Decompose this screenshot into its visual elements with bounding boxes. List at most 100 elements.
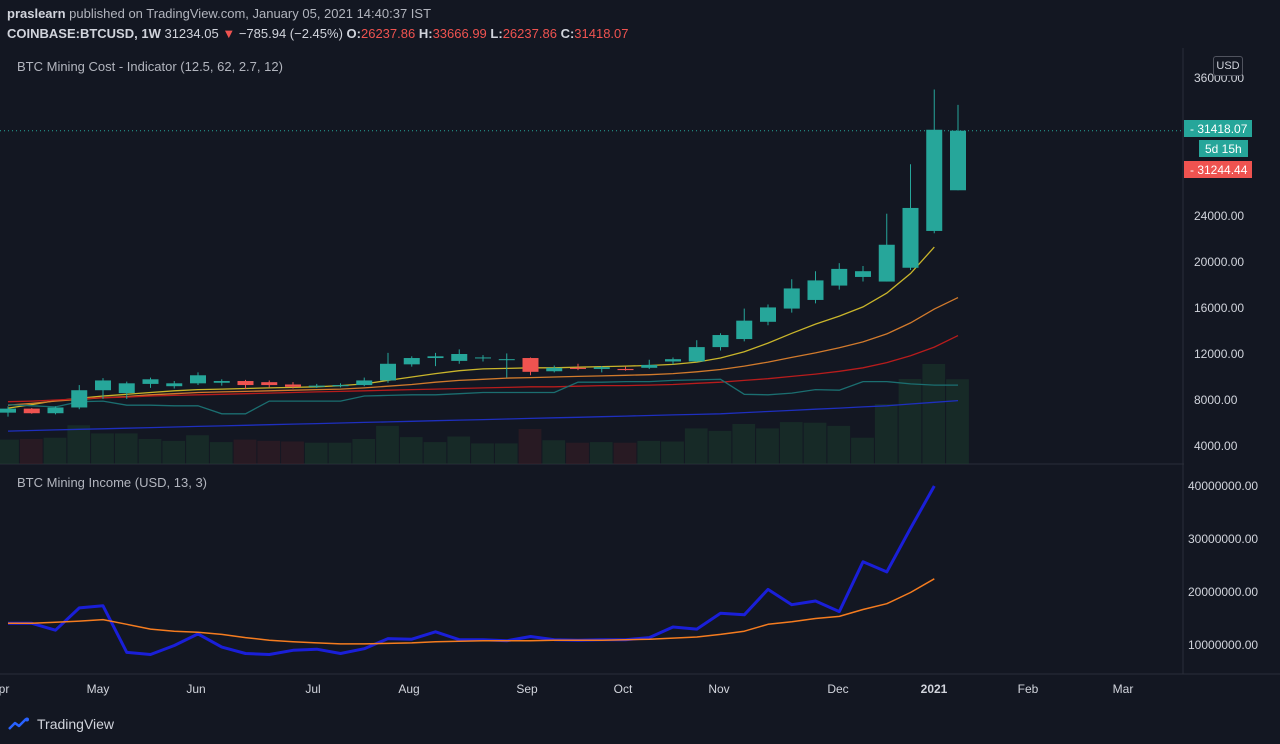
candle-body xyxy=(332,385,349,387)
indicator-1-label[interactable]: BTC Mining Cost - Indicator (12.5, 62, 2… xyxy=(17,59,283,74)
time-axis-label: Apr xyxy=(0,682,9,696)
candle-body xyxy=(522,358,539,372)
close-label: C: xyxy=(560,26,575,41)
volume-bar xyxy=(43,437,67,464)
volume-bar xyxy=(19,439,43,464)
indicator-value-tag-text: - 31244.44 xyxy=(1190,163,1248,177)
change: −785.94 (−2.45%) xyxy=(238,26,343,41)
candle-body xyxy=(427,356,444,359)
volume-bar xyxy=(162,440,186,464)
candle-body xyxy=(190,375,206,384)
volume-bar xyxy=(138,439,162,464)
volume-bar xyxy=(494,443,518,464)
volume-bar xyxy=(376,425,399,464)
income-tick-label: 40000000.00 xyxy=(1188,479,1258,493)
indicator-line-orange xyxy=(7,297,959,406)
volume-bar xyxy=(0,439,19,464)
open-label: O: xyxy=(346,26,361,41)
volume-bar xyxy=(542,440,566,464)
candle-body xyxy=(760,307,776,322)
volume-bar xyxy=(281,441,304,464)
candle-body xyxy=(831,268,848,286)
candle-body xyxy=(403,358,420,365)
volume-bar xyxy=(779,422,803,464)
volume-bar xyxy=(352,439,376,464)
volume-bar xyxy=(756,428,779,464)
candle-body xyxy=(356,380,373,386)
price-tick-label: 8000.00 xyxy=(1194,393,1238,407)
volume-bar xyxy=(67,425,91,464)
publish-info: praslearn published on TradingView.com, … xyxy=(7,6,431,21)
volume-bar xyxy=(209,442,233,464)
volume-bar xyxy=(851,437,874,464)
volume-bar xyxy=(518,429,542,464)
candle-body xyxy=(261,382,278,386)
volume-bar xyxy=(803,422,827,464)
countdown-tag-text: 5d 15h xyxy=(1205,142,1242,156)
tradingview-logo[interactable]: TradingView xyxy=(8,714,114,734)
price-tick-label: 4000.00 xyxy=(1194,439,1238,453)
candle-body xyxy=(451,354,468,361)
volume-bar xyxy=(186,435,209,464)
candle-body xyxy=(665,359,681,362)
candle-body xyxy=(807,280,824,300)
tradingview-icon xyxy=(8,717,29,730)
time-axis-label: 2021 xyxy=(921,682,948,696)
time-axis-label: Oct xyxy=(614,682,633,696)
currency-button[interactable]: USD xyxy=(1213,56,1243,76)
brand-name: TradingView xyxy=(37,716,115,732)
candle-body xyxy=(95,380,111,391)
volume-bar xyxy=(114,433,138,464)
candle-body xyxy=(118,383,135,394)
volume-bar xyxy=(922,364,946,464)
price-chart[interactable]: 4000.00 8000.00 12000.00 16000.00 20000.00 24… xyxy=(0,48,1280,708)
candle-body xyxy=(475,357,491,359)
volume-bar xyxy=(732,424,756,464)
candle-body xyxy=(926,129,943,231)
volume-bar xyxy=(946,379,969,464)
price-tick-label: 24000.00 xyxy=(1194,209,1244,223)
candle-body xyxy=(546,367,563,372)
price-tick-label: 12000.00 xyxy=(1194,347,1244,361)
last-value: 31234.05 xyxy=(164,26,219,41)
symbol: COINBASE:BTCUSD, 1W xyxy=(7,26,161,41)
candle-body xyxy=(783,288,800,309)
time-axis-label: May xyxy=(87,682,110,696)
close-value: 31418.07 xyxy=(574,26,629,41)
volume-bar xyxy=(233,439,257,464)
candle-body xyxy=(47,407,64,414)
volume-bar xyxy=(447,436,471,464)
volume-bar xyxy=(827,425,851,464)
candle-body xyxy=(617,368,634,371)
candle-body xyxy=(23,408,40,414)
time-axis-label: Feb xyxy=(1018,682,1039,696)
indicator-line-yellow xyxy=(7,246,935,409)
income-tick-label: 30000000.00 xyxy=(1188,532,1258,546)
volume-bar xyxy=(257,440,281,464)
candle-body xyxy=(712,335,729,348)
candle-body xyxy=(641,364,658,368)
candle-body xyxy=(0,408,16,413)
volume-bar xyxy=(708,430,732,464)
volume-bar xyxy=(613,442,637,464)
candle-body xyxy=(308,385,325,387)
open-value: 26237.86 xyxy=(360,26,416,41)
indicator-2-label[interactable]: BTC Mining Income (USD, 13, 3) xyxy=(17,475,208,490)
volume-bar xyxy=(91,433,114,464)
candle-body xyxy=(878,244,895,282)
volume-bar xyxy=(399,437,423,464)
price-tick-label: 20000.00 xyxy=(1194,255,1244,269)
candle-body xyxy=(380,363,396,381)
time-axis-label: Nov xyxy=(708,682,729,696)
price-tick-label: 16000.00 xyxy=(1194,301,1244,315)
income-line-orange xyxy=(8,578,935,645)
volume-bar xyxy=(684,428,708,464)
candle-body xyxy=(855,271,871,277)
high-value: 33666.99 xyxy=(432,26,487,41)
volume-bar xyxy=(328,442,352,464)
candle-body xyxy=(950,130,966,191)
volume-bar xyxy=(423,442,447,464)
low-value: 26237.86 xyxy=(502,26,557,41)
indicator-line-blue xyxy=(7,399,959,432)
candle-body xyxy=(71,390,88,408)
